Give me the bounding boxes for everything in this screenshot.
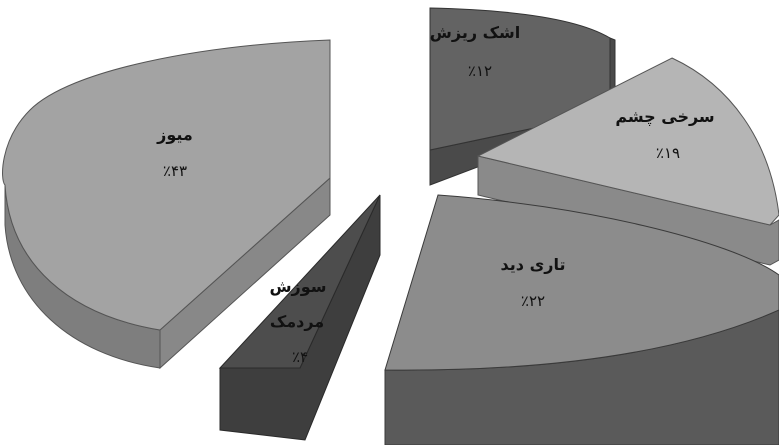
pie-slice-blurred-vision: تاری دید ٪۲۲ bbox=[384, 194, 779, 445]
pie-slice-myosis-value: ٪۴۳ bbox=[163, 162, 187, 180]
pie-slice-myosis: میوز ٪۴۳ bbox=[2, 39, 331, 370]
pie-slice-blurred-vision-top bbox=[384, 194, 779, 371]
pie-slice-myosis-top bbox=[2, 39, 331, 331]
pie-slice-pupil-burning-label-line2: مردمک bbox=[270, 312, 324, 331]
pie-slice-pupil-burning-top bbox=[218, 194, 381, 369]
pie-slice-pupil-burning: سوزش مردمک ٪۴ bbox=[218, 194, 381, 441]
pie-slice-myosis-label: میوز bbox=[156, 125, 193, 144]
pie-slice-blurred-vision-value: ٪۲۲ bbox=[521, 292, 545, 310]
pie-slice-pupil-burning-value: ٪۴ bbox=[292, 348, 308, 366]
pie-slice-redness-label: سرخی چشم bbox=[615, 107, 714, 127]
pie-slice-redness-top bbox=[476, 57, 779, 226]
pie-slice-redness: سرخی چشم ٪۱۹ bbox=[476, 57, 779, 266]
pie-slice-tearing-value: ٪۱۲ bbox=[468, 62, 492, 80]
pie-slice-tearing-label: اشک ریزش bbox=[430, 23, 520, 42]
pie-slice-pupil-burning-label-line1: سوزش bbox=[269, 277, 326, 296]
pie-slice-redness-value: ٪۱۹ bbox=[656, 144, 680, 162]
pie-slice-blurred-vision-label: تاری دید bbox=[501, 255, 566, 274]
